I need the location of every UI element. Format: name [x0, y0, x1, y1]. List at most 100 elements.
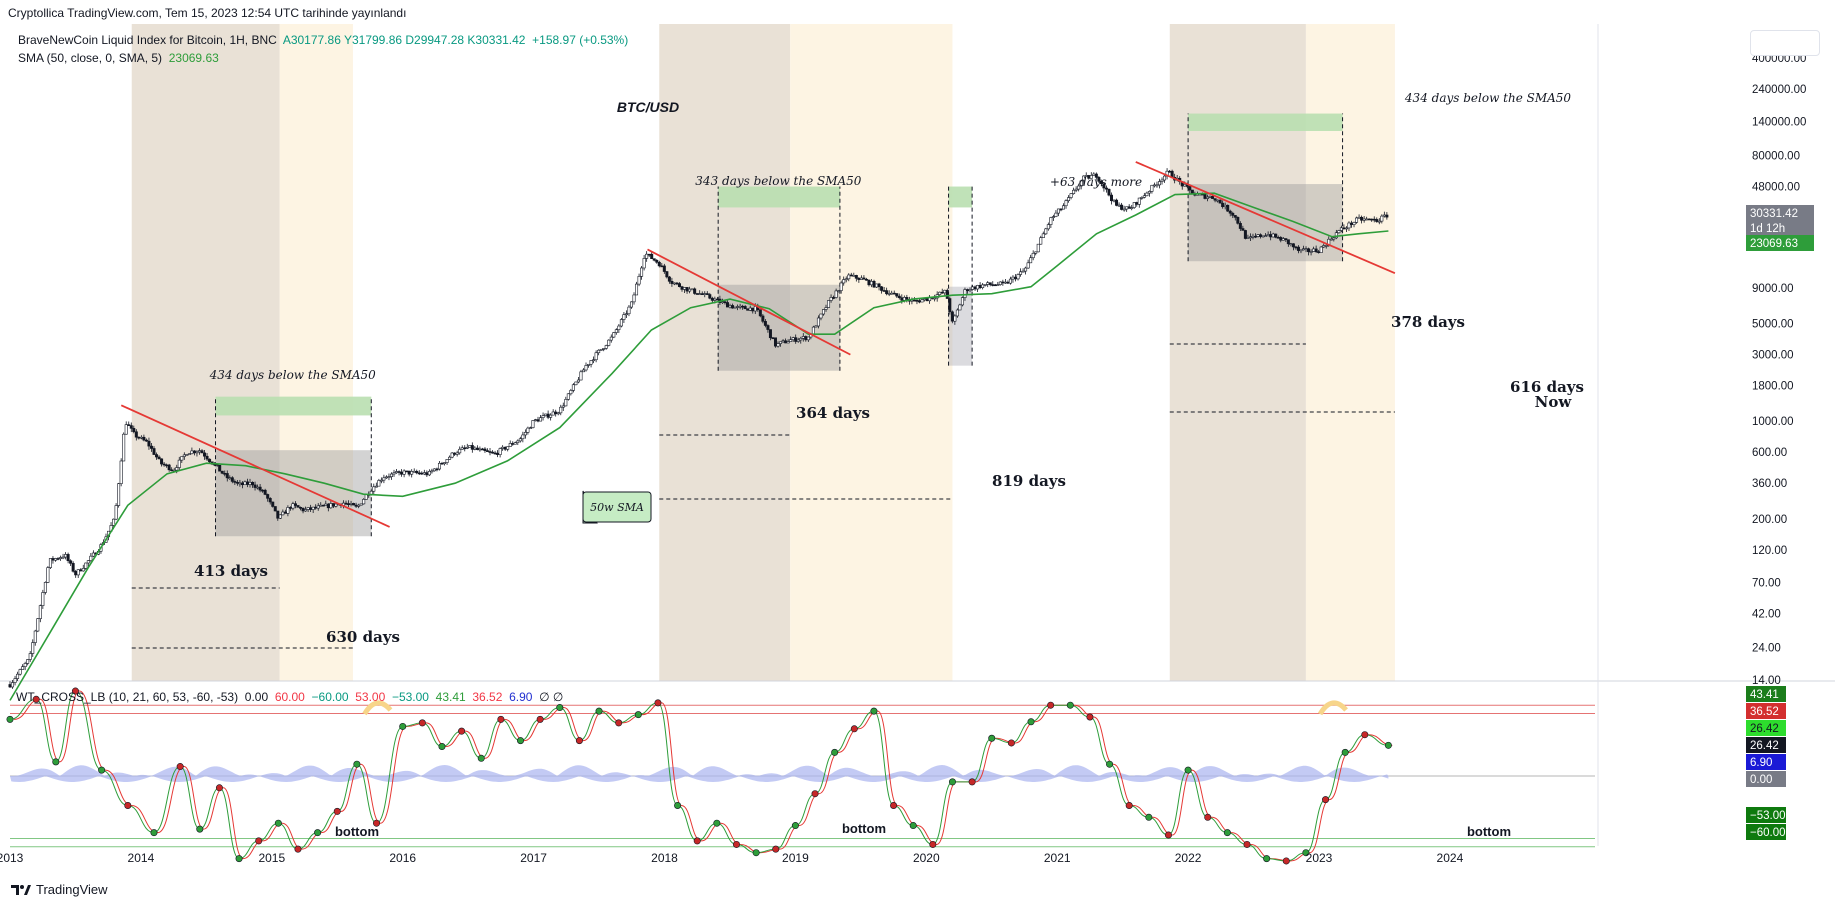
osc-value-label: −53.00	[1750, 810, 1786, 822]
candle-body	[1016, 274, 1020, 280]
candle-body	[801, 336, 805, 339]
candle-body	[1332, 237, 1336, 240]
candle-body	[1051, 216, 1055, 218]
candle-body	[437, 462, 441, 470]
candle-body	[953, 315, 957, 322]
candle-body	[352, 503, 356, 506]
price-tick: 3000.00	[1752, 350, 1794, 362]
candle-body	[1132, 202, 1136, 208]
candle-body	[61, 556, 65, 559]
candle-body	[564, 399, 568, 407]
annotation-label: 364 days	[796, 404, 870, 422]
candle-body	[1122, 208, 1126, 211]
candle-body	[1226, 204, 1230, 212]
candle-body	[880, 286, 884, 291]
osc-value-label-bg	[1746, 686, 1786, 702]
price-tick: 70.00	[1752, 577, 1781, 589]
candle-body	[839, 282, 843, 291]
candle-body	[551, 411, 555, 416]
candle-body	[299, 507, 303, 509]
candle-body	[715, 298, 719, 301]
cross-dot	[1007, 739, 1015, 747]
candle-body	[1036, 243, 1040, 253]
cycle-band	[1305, 24, 1395, 681]
candle-body	[832, 297, 836, 299]
candle-body	[635, 283, 639, 296]
annotation-label: 819 days	[992, 472, 1066, 490]
candle-body	[301, 507, 305, 512]
candle-body	[417, 472, 421, 475]
candle-body	[821, 309, 825, 315]
candle-body	[1029, 257, 1033, 264]
candle-body	[1008, 278, 1012, 284]
price-axis[interactable]: 400000.00 240000.00 140000.00 80000.00 48000…	[1746, 53, 1814, 840]
candle-body	[1211, 196, 1215, 199]
cross-dot	[1282, 857, 1290, 865]
candle-body	[1019, 271, 1023, 275]
osc-value-label-bg	[1746, 737, 1786, 753]
candle-body	[915, 300, 919, 302]
candle-body	[885, 290, 889, 295]
candle-body	[579, 371, 583, 381]
osc-value-label-bg	[1746, 720, 1786, 736]
candle-body	[652, 258, 656, 261]
candle-body	[1112, 199, 1116, 202]
candle-body	[1309, 251, 1313, 253]
candle-body	[1264, 235, 1268, 237]
candle-body	[31, 642, 35, 654]
cross-dot	[477, 754, 485, 762]
candle-body	[1142, 195, 1146, 198]
candle-body	[347, 503, 351, 505]
sma50-line	[9, 192, 1389, 701]
oscillator-legend[interactable]: WT_CROSS_LB (10, 21, 60, 53, -60, -53) 0…	[16, 690, 563, 704]
time-axis[interactable]: 2013 2014 2015 2016 2017 2018 2019 2020 2021 2022…	[0, 851, 1464, 865]
candle-body	[842, 279, 846, 284]
candle-body	[56, 558, 60, 560]
time-tick: 2022	[1175, 851, 1202, 865]
candle-body	[650, 253, 654, 259]
cross-dot	[1384, 741, 1392, 749]
candle-body	[1274, 233, 1278, 238]
candle-body	[1256, 234, 1260, 237]
candle-body	[708, 294, 712, 299]
cross-dot	[870, 707, 878, 715]
candle-body	[683, 287, 687, 290]
cross-dot	[752, 849, 760, 857]
chart-settings-button[interactable]	[1750, 30, 1820, 56]
candle-body	[11, 682, 15, 688]
footer-brand[interactable]: TradingView	[10, 882, 108, 897]
symbol-legend[interactable]: BraveNewCoin Liquid Index for Bitcoin, 1…	[18, 33, 628, 47]
cross-dot	[909, 822, 917, 830]
candle-body	[632, 294, 636, 303]
cycle-band	[1169, 24, 1306, 681]
candle-body	[1337, 230, 1341, 234]
candle-body	[933, 297, 937, 300]
candle-body	[1102, 183, 1106, 189]
candle-body	[816, 317, 820, 327]
candle-body	[536, 419, 540, 422]
candle-body	[1067, 197, 1071, 201]
candle-body	[1291, 243, 1295, 248]
candle-body	[1034, 251, 1038, 254]
candle-body	[142, 436, 146, 441]
annotation-label: 434 days below the SMA50	[1404, 91, 1572, 105]
candle-body	[1130, 207, 1134, 209]
price-tick: 360.00	[1752, 478, 1787, 490]
candle-body	[948, 298, 952, 313]
sma-series	[9, 192, 1389, 701]
cross-dot	[1164, 831, 1172, 839]
candle-body	[773, 337, 777, 347]
cross-dot	[1204, 813, 1212, 821]
wt1-line	[9, 690, 1389, 862]
price-tick: 14.00	[1752, 675, 1781, 687]
candle-body	[672, 282, 676, 285]
sma-legend[interactable]: SMA (50, close, 0, SMA, 5) 23069.63	[18, 51, 219, 65]
candle-body	[66, 554, 70, 562]
candle-body	[453, 452, 457, 455]
candle-body	[829, 297, 833, 301]
bottom-label: bottom	[842, 821, 886, 836]
candle-body	[622, 314, 626, 320]
candle-body	[395, 471, 399, 474]
candle-body	[895, 293, 899, 297]
candle-body	[698, 293, 702, 295]
